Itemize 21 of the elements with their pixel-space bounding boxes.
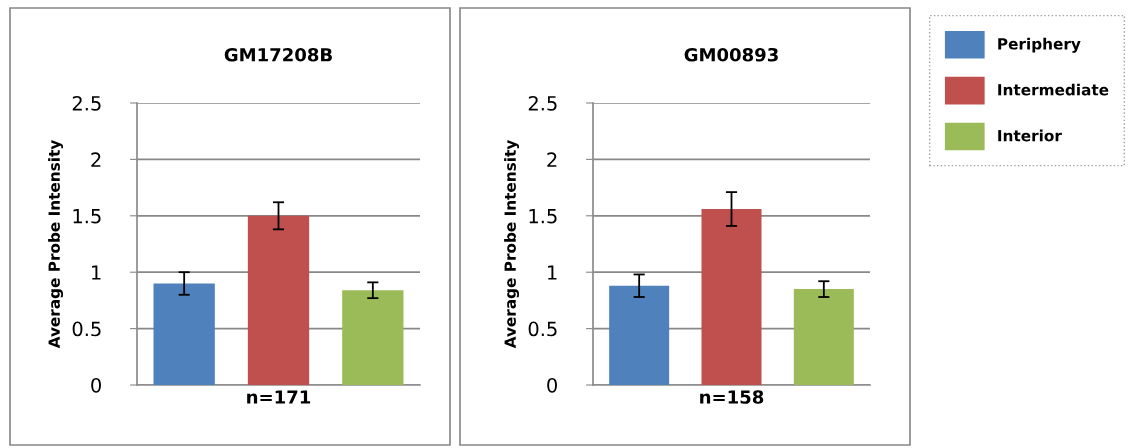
y-tick-label: 1.5 — [73, 209, 101, 224]
y-tick-label: 2 — [91, 152, 101, 167]
y-tick-label: 2.5 — [72, 95, 101, 111]
y-tick-label: 0 — [547, 377, 557, 393]
legend-label: Interior — [998, 129, 1062, 142]
x-tick-label: n=158 — [700, 390, 764, 404]
legend-label: Periphery — [998, 37, 1081, 53]
y-tick-label: 2 — [547, 152, 557, 167]
y-axis-title: Average Probe Intensity — [48, 139, 64, 349]
chart-title: GM17208B — [224, 47, 332, 62]
y-tick-label: 1 — [92, 265, 101, 280]
y-tick-label: 0.5 — [72, 321, 101, 337]
y-axis-title: Average Probe Intensity — [504, 139, 520, 349]
legend-label: Intermediate — [998, 83, 1109, 96]
x-tick-label: n=171 — [247, 390, 311, 404]
y-tick-label: 1 — [548, 265, 557, 280]
chart-title: GM00893 — [684, 47, 778, 62]
y-tick-label: 0 — [91, 377, 101, 393]
y-tick-label: 0.5 — [528, 321, 557, 337]
y-tick-label: 1.5 — [529, 209, 557, 224]
y-tick-label: 2.5 — [528, 95, 557, 111]
